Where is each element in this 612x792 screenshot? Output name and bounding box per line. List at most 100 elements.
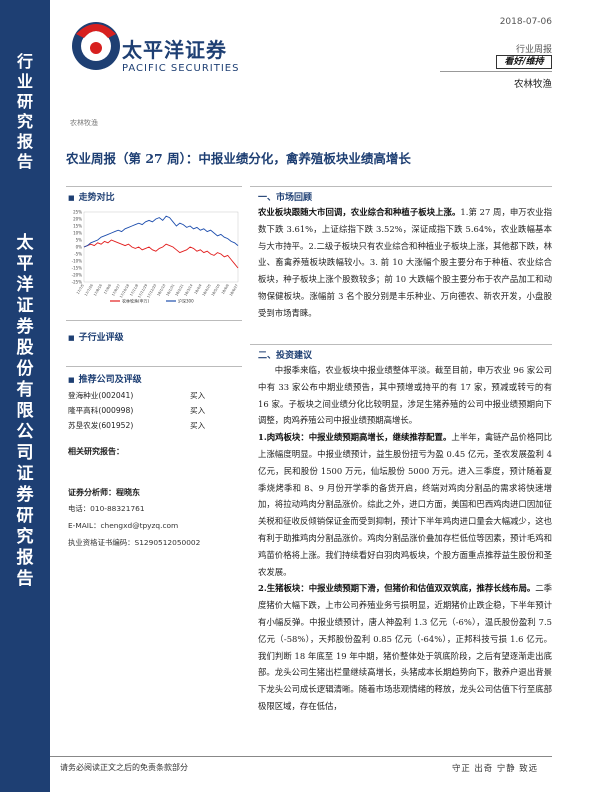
plot-frame	[83, 211, 239, 283]
legend-label: 沪深300	[178, 298, 194, 304]
logo-name-en: PACIFIC SECURITIES	[122, 63, 240, 74]
sidebar-char: 有	[16, 380, 34, 400]
sidebar-char: 券	[16, 485, 34, 505]
x-tick-label: 17/7/26	[84, 284, 94, 297]
recommend-heading-text: 推荐公司及评级	[78, 375, 142, 385]
sidebar-char: 业	[16, 72, 33, 91]
y-tick-label: 25%	[73, 210, 82, 215]
sidebar-char: 究	[16, 112, 33, 131]
sidebar-char: 股	[16, 338, 34, 358]
investment-heading: 二、投资建议	[258, 351, 313, 361]
investment-para-2-body: 上半年，禽链产品价格同比上涨幅度明显。中报业绩预计，益生股份扭亏为盈 0.45 …	[258, 432, 553, 577]
x-tick-label: 18/6/6	[221, 284, 230, 295]
left-sidebar: 行业研究报告 太平洋证券股份有限公司证券研究报告	[0, 0, 50, 792]
x-tick-label: 18/2/21	[175, 284, 185, 297]
rating-badge: 看好/维持	[496, 55, 552, 69]
stock-name: 苏垦农发(601952)	[68, 421, 134, 430]
x-tick-label: 18/4/4	[194, 284, 203, 295]
sidebar-char: 平	[16, 254, 34, 274]
subrating-heading: ■ 子行业评级	[68, 330, 124, 343]
sidebar-char: 报	[16, 132, 33, 151]
y-tick-label: -5%	[74, 252, 82, 257]
investment-para-2: 1.肉鸡板块：中报业绩预期高增长，继续推荐配置。上半年，禽链产品价格同比上涨幅度…	[258, 429, 552, 580]
investment-para-3: 2.生猪板块：中报业绩预期下滑，但猪价和估值双双筑底，推荐长线布局。二季度猪价大…	[258, 580, 552, 714]
investment-para-2-lead: 1.肉鸡板块：中报业绩预期高增长，继续推荐配置。	[258, 432, 452, 443]
sidebar-char: 行	[16, 52, 33, 71]
footer-divider	[50, 756, 552, 757]
x-tick-label: 18/3/14	[184, 284, 194, 297]
sidebar-char: 研	[16, 506, 34, 526]
stock-name: 登海种业(002041)	[68, 391, 134, 400]
x-tick-label: 17/10/18	[119, 284, 130, 299]
sidebar-char: 司	[16, 443, 34, 463]
triangle-bullet-icon: ■	[68, 376, 75, 384]
y-tick-label: -15%	[72, 266, 83, 271]
stock-rating: 买入	[190, 391, 206, 400]
trend-chart: 25% 20% 15% 10% 5% 0% -5% -10% -15% -20% -25%17/7/…	[72, 210, 239, 304]
sidebar-char: 洋	[16, 275, 34, 295]
sidebar-char: 证	[16, 296, 34, 316]
footer-disclaimer: 请务必阅读正文之后的免责条款部分	[60, 763, 188, 772]
company-logo-icon	[72, 22, 120, 70]
header-divider	[440, 71, 552, 72]
related-reports-label: 相关研究报告：	[68, 447, 124, 456]
sidebar-char: 太	[16, 233, 34, 253]
subrating-heading-text: 子行业评级	[78, 333, 124, 343]
market-review-lead: 农业板块跟随大市回调，农业综合和种植子板块上涨。	[258, 207, 461, 217]
triangle-bullet-icon: ■	[68, 194, 75, 202]
sidebar-char: 限	[16, 401, 34, 421]
subrating-divider	[66, 320, 242, 321]
investment-para-1: 中报季来临，农业板块中报业绩整体平淡。截至目前，申万农业 96 家公司中有 33…	[258, 365, 552, 426]
y-tick-label: -25%	[72, 280, 83, 285]
sidebar-char: 报	[16, 548, 34, 568]
x-tick-label: 17/11/29	[137, 284, 148, 299]
analyst-label: 证券分析师：程晓东	[68, 488, 140, 497]
sidebar-char: 究	[16, 527, 34, 547]
trend-divider	[66, 186, 242, 187]
sector-small-label: 农林牧渔	[70, 119, 98, 127]
trend-heading: ■ 走势对比	[68, 190, 115, 203]
x-tick-label: 17/9/27	[111, 284, 121, 297]
logo-name-cn: 太平洋证券	[122, 38, 227, 62]
y-tick-label: 20%	[73, 217, 82, 222]
y-tick-label: 0%	[76, 245, 83, 250]
analyst-email[interactable]: E-MAIL：chengxd@tpyzq.com	[68, 521, 179, 530]
series-line	[83, 215, 239, 248]
sidebar-char: 证	[16, 464, 34, 484]
recommend-divider	[66, 366, 242, 367]
investment-text: 中报季来临，农业板块中报业绩整体平淡。截至目前，申万农业 96 家公司中有 33…	[258, 362, 552, 715]
market-divider	[250, 186, 552, 187]
stock-name: 隆平高科(000998)	[68, 406, 134, 415]
footer-motto: 守正 出奇 宁静 致远	[452, 763, 538, 773]
market-review-body: 1.第 27 周，申万农业指数下跌 3.61%，上证综指下跌 3.52%，深证成…	[258, 207, 552, 318]
sidebar-char: 券	[16, 317, 34, 337]
report-date: 2018-07-06	[499, 17, 552, 27]
sidebar-char: 份	[16, 359, 34, 379]
y-tick-label: 15%	[73, 224, 82, 229]
stock-rating: 买入	[190, 421, 206, 430]
investment-divider	[250, 344, 552, 345]
sidebar-char: 告	[16, 152, 33, 171]
x-tick-label: 18/4/25	[202, 284, 212, 297]
analyst-phone: 电话：010-88321761	[68, 504, 145, 513]
page-title: 农业周报（第 27 周）：中报业绩分化，禽养殖板块业绩高增长	[66, 151, 411, 166]
investment-para-3-body: 二季度猪价大幅下跌，上市公司养殖业务亏损明显，近期猪价止跌企稳，下半年预计有小幅…	[258, 583, 552, 711]
x-tick-label: 18/1/31	[165, 284, 175, 297]
x-tick-label: 18/6/27	[229, 284, 239, 297]
y-tick-label: -20%	[72, 273, 83, 278]
sidebar-char: 公	[16, 422, 34, 442]
trend-heading-text: 走势对比	[78, 193, 115, 203]
report-type: 行业周报	[515, 45, 552, 55]
x-tick-label: 17/12/20	[146, 284, 157, 299]
investment-para-3-lead: 2.生猪板块：中报业绩预期下滑，但猪价和估值双双筑底，推荐长线布局。	[258, 583, 536, 594]
sidebar-char: 告	[16, 569, 34, 589]
sidebar-report-label: 行业研究报告	[0, 52, 50, 172]
x-tick-label: 17/8/16	[93, 284, 103, 297]
market-review-text: 农业板块跟随大市回调，农业综合和种植子板块上涨。1.第 27 周，申万农业指数下…	[258, 204, 552, 322]
sidebar-company-label: 太平洋证券股份有限公司证券研究报告	[0, 233, 50, 590]
x-tick-label: 17/11/8	[129, 284, 139, 297]
y-tick-label: -10%	[72, 259, 83, 264]
series-line	[83, 239, 239, 269]
x-tick-label: 18/5/16	[211, 284, 221, 297]
legend-label: 农林牧渔(申万)	[122, 298, 150, 304]
